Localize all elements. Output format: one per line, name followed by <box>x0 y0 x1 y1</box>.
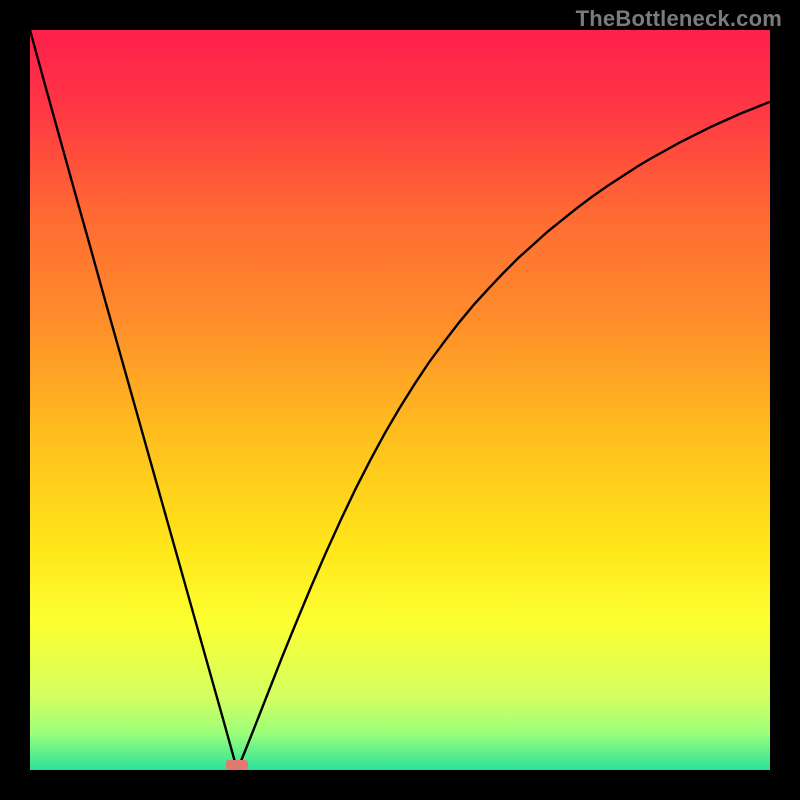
bottleneck-chart <box>30 30 770 770</box>
watermark-text: TheBottleneck.com <box>576 6 782 32</box>
chart-frame: TheBottleneck.com <box>0 0 800 800</box>
plot-background <box>30 30 770 770</box>
plot-area <box>30 30 770 770</box>
optimum-marker <box>226 760 248 770</box>
